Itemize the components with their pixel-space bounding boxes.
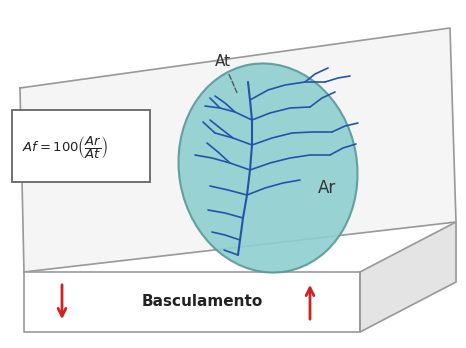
Polygon shape: [20, 28, 456, 272]
Text: $Af = 100\left(\dfrac{Ar}{At}\right)$: $Af = 100\left(\dfrac{Ar}{At}\right)$: [22, 134, 109, 161]
Text: Basculamento: Basculamento: [141, 294, 263, 309]
Ellipse shape: [178, 63, 357, 272]
Polygon shape: [360, 222, 456, 332]
Text: At: At: [215, 55, 231, 70]
Text: Ar: Ar: [318, 179, 336, 197]
Polygon shape: [24, 272, 360, 332]
Bar: [12, 110, 150, 182]
